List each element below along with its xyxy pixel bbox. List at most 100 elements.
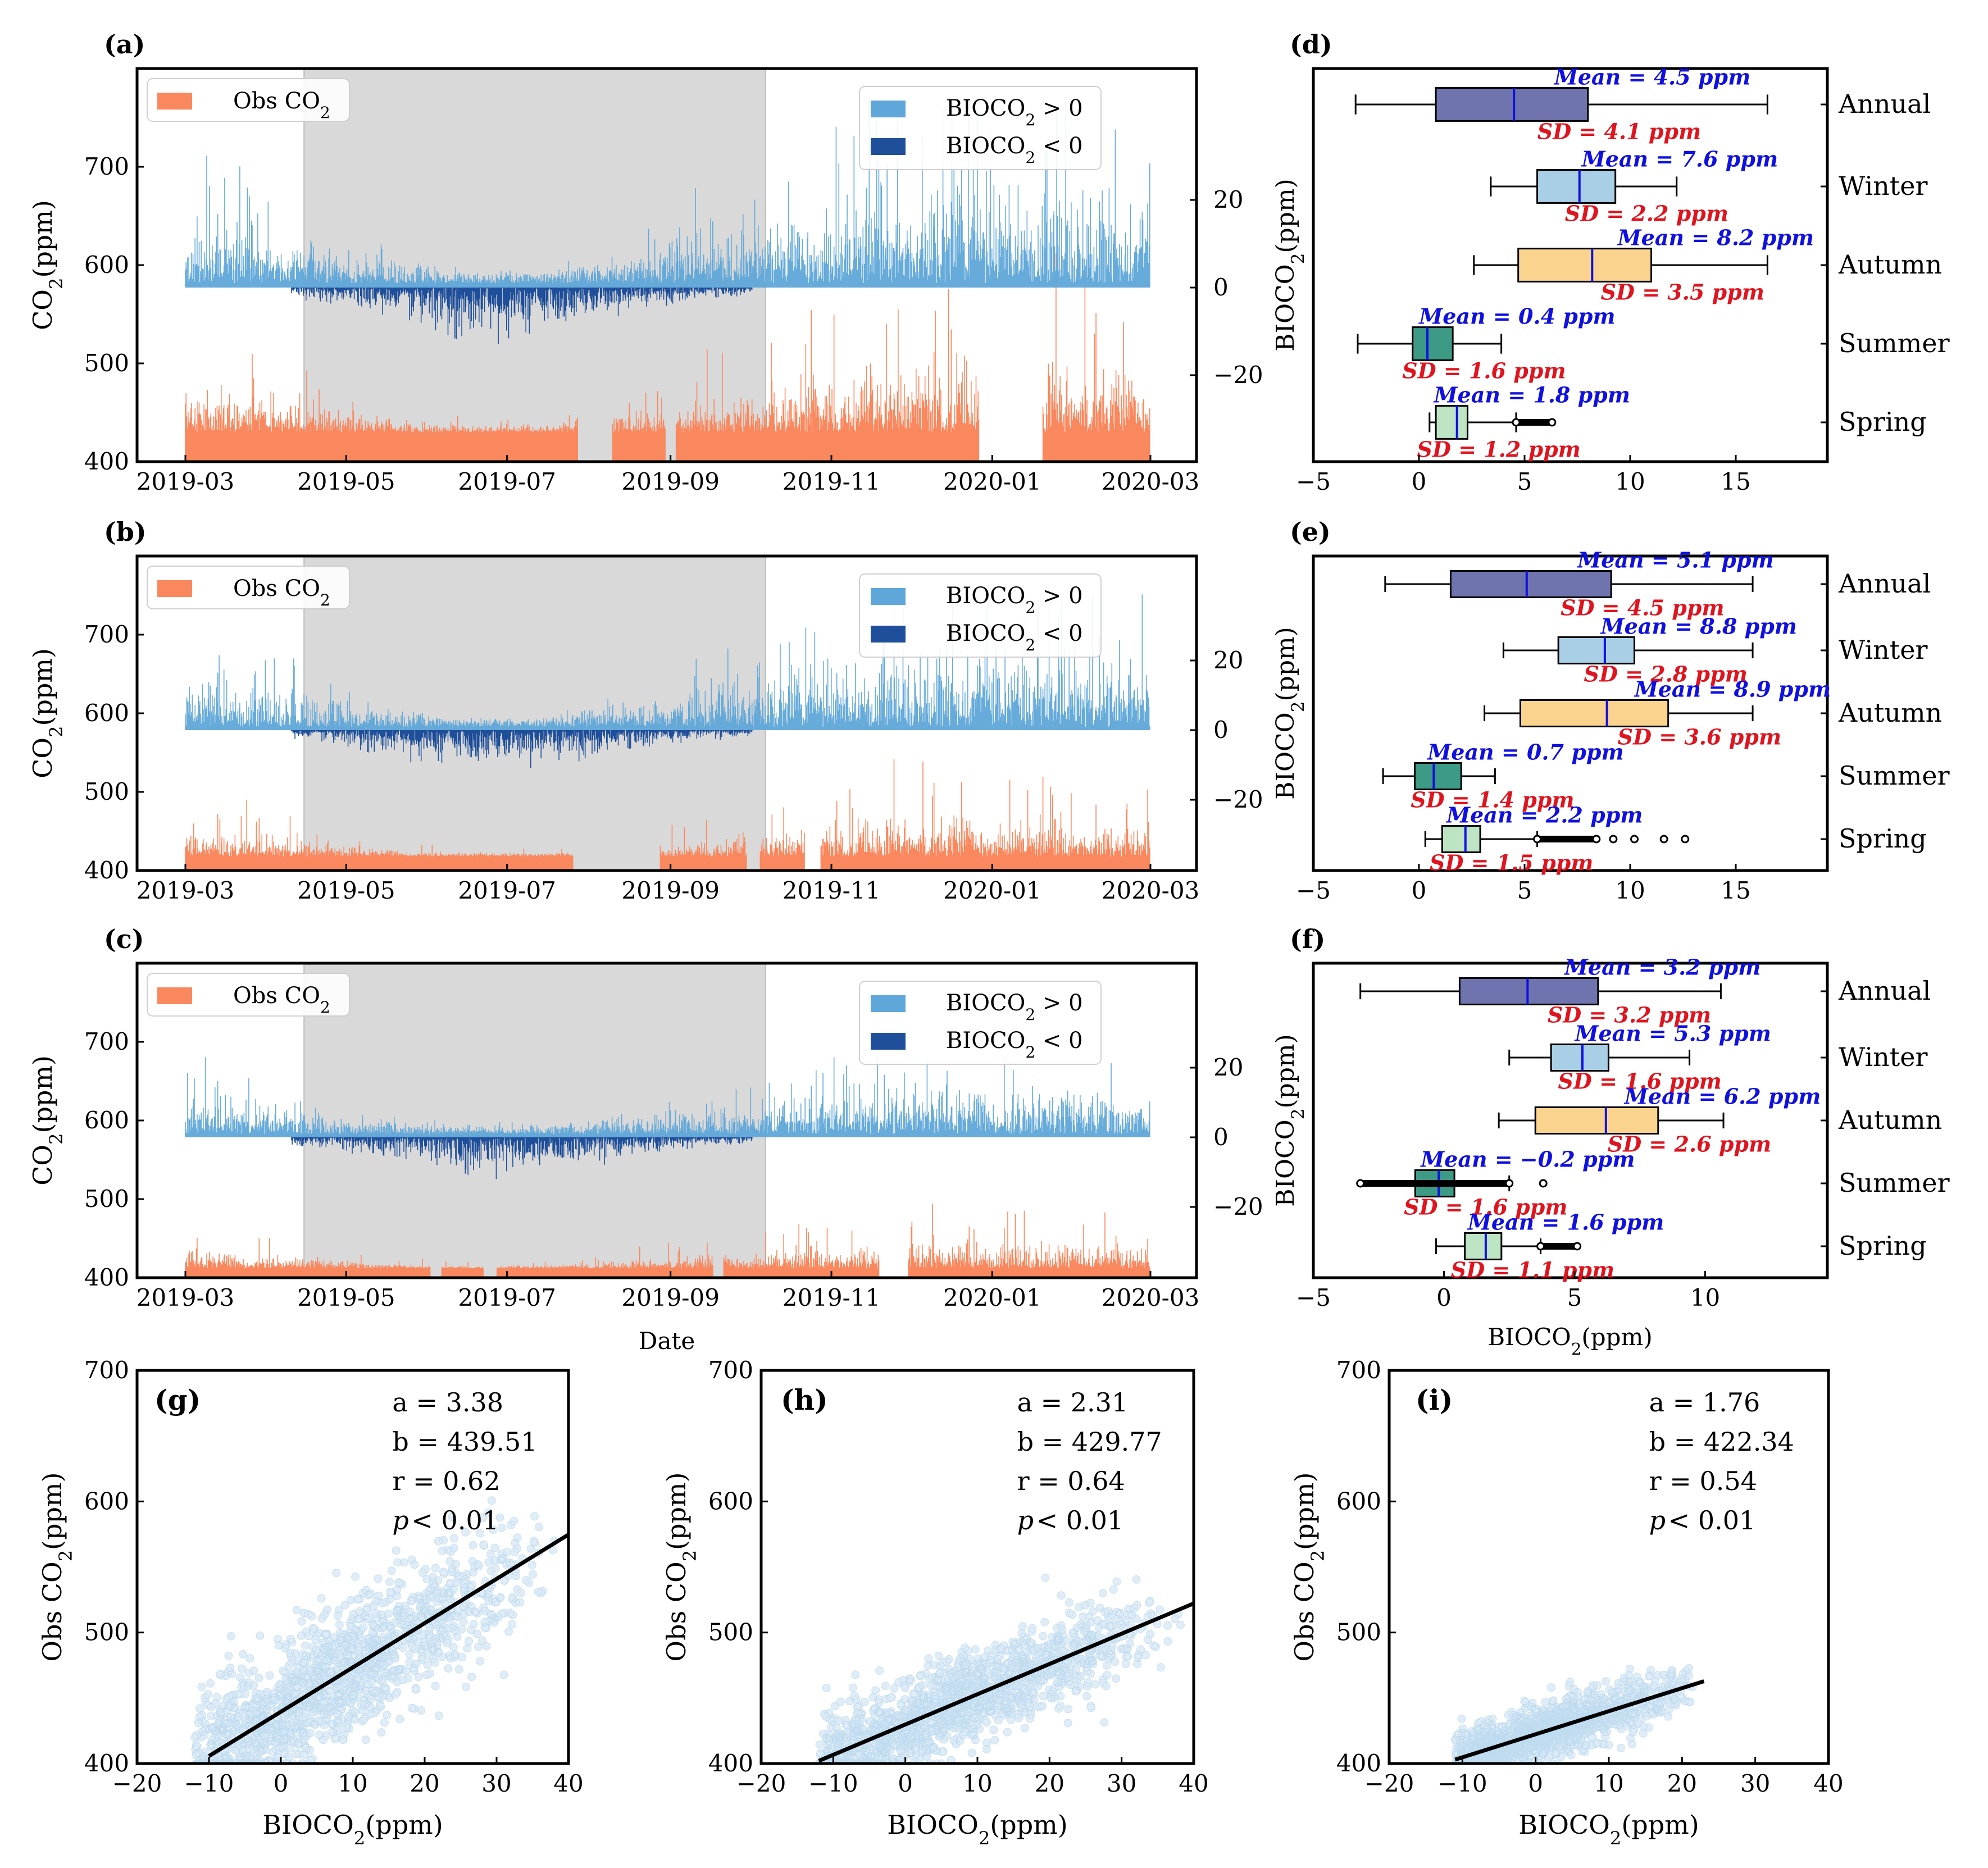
sd-label: SD = 1.5 ppm [1430,850,1593,876]
category-label: Summer [1839,328,1950,358]
y-axis-label: Obs CO2(ppm) [661,1472,700,1661]
y-tick-label: 500 [84,1185,129,1213]
legend-label-neg: BIOCO2 < 0 [946,621,1083,654]
box-iqr [1413,762,1462,791]
sd-label: SD = 2.8 ppm [1584,662,1748,687]
legend-swatch-pos [871,101,906,117]
y-tick-label: 500 [84,349,129,377]
y-tick-label: 500 [708,1619,753,1646]
category-label: Annual [1838,976,1931,1006]
panel-f: Mean = 3.2 ppm SD = 3.2 ppm Annual Mean = 5… [1271,924,1950,1359]
x-tick-label: 0 [1436,1284,1452,1311]
outlier-point [1356,1179,1365,1188]
legend-label-pos: BIOCO2 > 0 [946,990,1083,1024]
x-axis-label: BIOCO2(ppm) [262,1810,443,1849]
mean-label: Mean = 5.3 ppm [1573,1020,1771,1046]
stat-label: r = 0.62 [392,1466,500,1496]
x-tick-label: 30 [1740,1770,1770,1797]
y-tick-label: 700 [84,621,129,648]
growing-season-shade [304,963,766,1278]
sd-label: SD = 3.5 ppm [1601,279,1764,304]
box-iqr [1536,169,1617,204]
box-iqr [1441,824,1481,854]
y-tick-label: 700 [708,1356,753,1384]
bioco2-negative-series [291,288,753,344]
mean-label: Mean = 7.6 ppm [1581,147,1778,172]
x-tick-label: 2019-11 [783,1284,881,1311]
x-tick-label: 5 [1517,877,1532,904]
outlier-point [1681,835,1690,844]
legend-box [859,86,1102,170]
x-tick-label: 10 [962,1770,992,1797]
stat-label: < 0.01 [411,1505,499,1536]
x-axis-label: BIOCO2(ppm) [887,1810,1068,1849]
y-tick-label: 400 [84,856,129,884]
x-tick-label: 2019-07 [458,468,556,495]
legend-box [147,78,350,122]
y-tick-label: 400 [84,448,129,475]
x-tick-label: 2019-11 [783,468,881,495]
y-tick-label: 600 [708,1487,753,1515]
fit-line [818,1601,1194,1763]
box-summer: Mean = 0.4 ppm SD = 1.6 ppm [1357,304,1616,383]
legend-swatch-pos [871,995,906,1012]
stat-label: < 0.01 [1036,1505,1124,1536]
category-label: Autumn [1838,249,1942,280]
outlier-point [1659,835,1668,844]
y-axis-label: CO2(ppm) [28,1055,67,1186]
category-label: Winter [1839,1042,1928,1072]
mean-label: Mean = 8.2 ppm [1617,225,1814,250]
mean-label: Mean = 5.1 ppm [1576,547,1773,572]
legend-swatch-neg [871,626,906,643]
y2-tick-label: 0 [1213,716,1229,744]
x-tick-label: −20 [736,1770,786,1797]
sd-label: SD = 1.6 ppm [1558,1069,1721,1094]
x-tick-label: 0 [1412,468,1427,495]
mean-label: Mean = 1.8 ppm [1432,382,1630,408]
box-spring: Mean = 1.6 ppm SD = 1.1 ppm [1435,1209,1664,1283]
x-tick-label: 2019-09 [621,468,720,495]
category-label: Autumn [1838,698,1942,728]
x-tick-label: −10 [808,1770,858,1797]
panel-label: (b) [104,517,147,547]
legend-obs: Obs CO2 [147,78,350,122]
sd-label: SD = 1.1 ppm [1451,1258,1614,1283]
stat-label: a = 1.76 [1649,1387,1760,1418]
panel-i: 400 500 600 700 −20 −10 0 10 20 30 40 (i) a = 1.76 b … [1289,1356,1844,1849]
category-label: Annual [1838,89,1931,119]
x-tick-label: −10 [1437,1770,1487,1797]
category-label: Spring [1839,407,1927,437]
category-label: Summer [1839,760,1950,791]
sd-label: SD = 4.5 ppm [1561,595,1724,621]
panel-label: (c) [104,924,144,954]
y2-tick-label: −20 [1213,361,1263,389]
p-symbol: p [392,1505,408,1536]
y2-tick-label: 20 [1213,646,1243,674]
mean-label: Mean = 8.9 ppm [1634,676,1831,701]
x-tick-label: 2019-09 [621,1284,720,1311]
panel-d: Mean = 4.5 ppm SD = 4.1 ppm Annual Mean = 7… [1271,29,1950,495]
obs-co2-series [185,759,1150,871]
outlier-point [1548,418,1557,427]
sd-label: SD = 2.2 ppm [1565,201,1728,226]
panel-e: Mean = 5.1 ppm SD = 4.5 ppm Annual Mean = 8… [1271,517,1950,904]
legend-swatch-obs [157,987,192,1004]
y-tick-label: 700 [1336,1356,1381,1384]
legend-box [859,981,1102,1065]
y-axis-label: CO2(ppm) [28,648,67,778]
x-tick-label: 40 [1813,1770,1843,1797]
x-tick-label: 0 [1528,1770,1543,1797]
legend-bio: BIOCO2 > 0 BIOCO2 < 0 [859,573,1102,658]
mean-label: Mean = 1.6 ppm [1467,1209,1664,1234]
x-tick-label: 2020-01 [943,468,1041,495]
x-tick-label: 40 [553,1770,583,1797]
x-tick-label: 2019-07 [458,877,556,904]
mean-label: Mean = 3.2 ppm [1563,954,1760,979]
x-tick-label: 2020-01 [943,877,1041,904]
box-autumn: Mean = 8.9 ppm SD = 3.6 ppm [1484,676,1831,750]
panel-label: (h) [781,1383,828,1416]
legend-label-obs: Obs CO2 [233,576,330,609]
x-tick-label: 40 [1179,1770,1208,1797]
panel-label: (e) [1290,517,1331,547]
box-iqr [1519,699,1669,728]
